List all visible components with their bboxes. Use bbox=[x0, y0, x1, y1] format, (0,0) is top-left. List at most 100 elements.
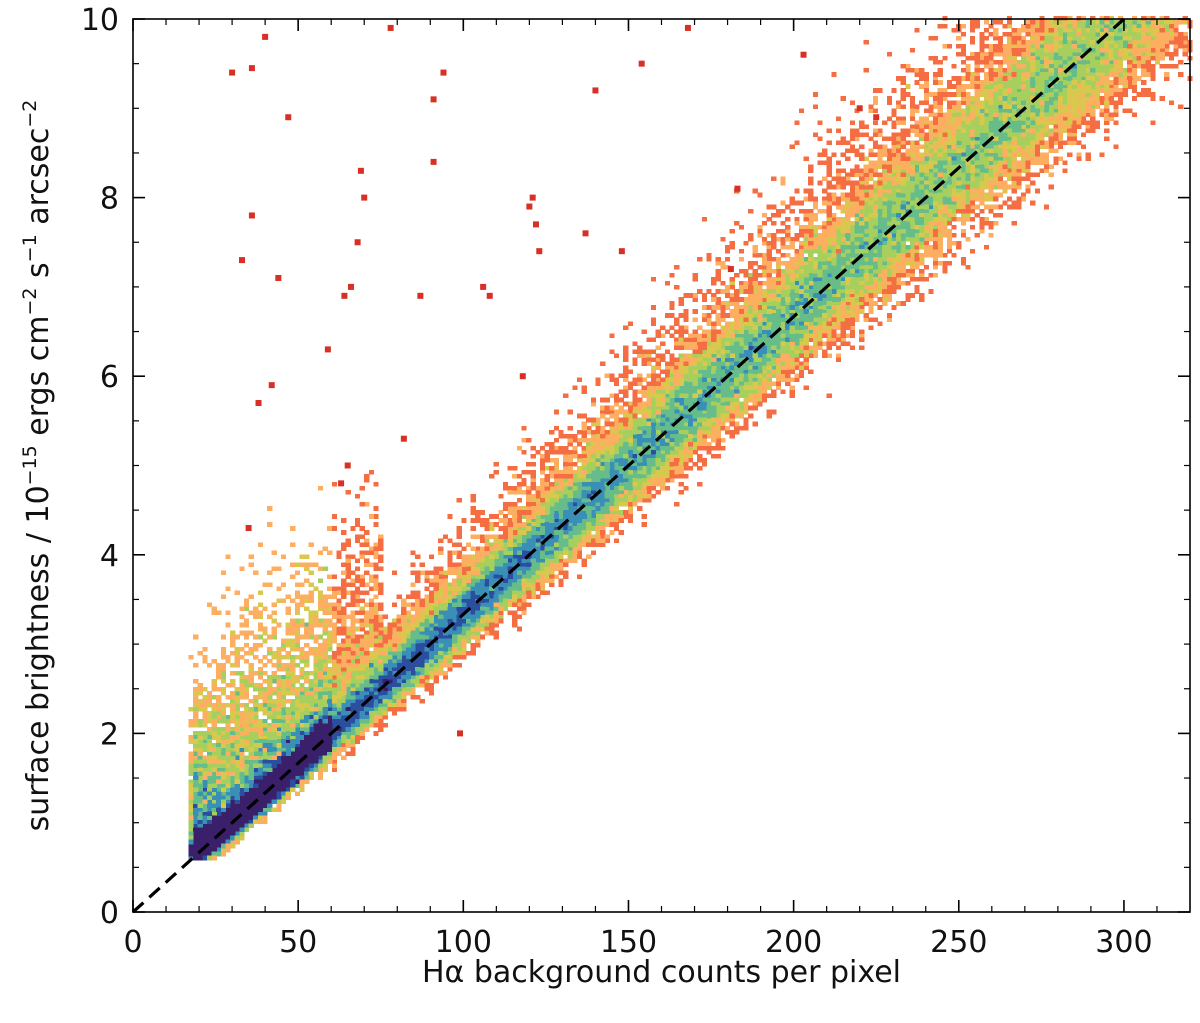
density-cell bbox=[650, 401, 657, 407]
density-cell bbox=[507, 586, 513, 592]
density-cell bbox=[798, 321, 805, 326]
density-cell bbox=[604, 498, 610, 503]
density-cell bbox=[761, 345, 768, 351]
density-cell bbox=[1044, 56, 1050, 61]
density-cell bbox=[803, 365, 809, 371]
density-cell bbox=[743, 341, 749, 346]
density-cell bbox=[341, 739, 347, 744]
density-cell bbox=[322, 670, 328, 676]
density-cell bbox=[354, 699, 361, 704]
density-cell bbox=[974, 176, 980, 182]
density-cell bbox=[1034, 88, 1040, 93]
density-cell bbox=[1067, 76, 1073, 81]
density-cell bbox=[1044, 108, 1050, 113]
density-cell bbox=[387, 674, 393, 680]
density-cell bbox=[442, 622, 449, 628]
density-cell bbox=[882, 261, 888, 266]
density-cell bbox=[317, 715, 324, 720]
density-cell bbox=[808, 269, 814, 274]
density-cell bbox=[632, 457, 638, 463]
density-cell bbox=[216, 803, 222, 809]
density-cell bbox=[706, 377, 712, 383]
density-cell bbox=[563, 469, 569, 475]
density-cell bbox=[391, 654, 398, 660]
density-cell bbox=[1164, 39, 1170, 45]
density-cell bbox=[618, 449, 624, 455]
density-cell bbox=[313, 763, 319, 768]
density-cell bbox=[470, 622, 476, 628]
density-cell bbox=[484, 538, 490, 543]
density-cell bbox=[951, 252, 957, 258]
density-cell bbox=[271, 751, 277, 756]
density-cell bbox=[646, 429, 652, 435]
density-cell bbox=[983, 84, 990, 89]
density-cell bbox=[535, 542, 541, 547]
density-cell bbox=[197, 807, 203, 813]
density-cell bbox=[835, 281, 842, 286]
density-cell bbox=[206, 831, 213, 837]
density-cell bbox=[1030, 76, 1036, 81]
density-cell bbox=[502, 522, 509, 527]
density-cell bbox=[465, 594, 472, 600]
density-cell bbox=[396, 678, 402, 684]
density-cell bbox=[613, 461, 620, 467]
density-cell bbox=[748, 353, 754, 359]
density-cell bbox=[253, 755, 259, 760]
density-cell bbox=[808, 224, 814, 230]
density-cell bbox=[299, 670, 305, 676]
density-cell bbox=[415, 610, 421, 616]
density-cell bbox=[1011, 108, 1017, 113]
density-cell bbox=[808, 313, 814, 318]
density-cell bbox=[553, 494, 560, 499]
density-cell bbox=[1062, 44, 1068, 49]
density-cell bbox=[225, 771, 231, 776]
density-cell bbox=[1016, 31, 1022, 37]
density-cell bbox=[193, 771, 199, 776]
density-cell bbox=[1016, 132, 1022, 138]
density-cell bbox=[979, 140, 985, 146]
density-cell bbox=[1025, 100, 1031, 105]
density-cell bbox=[350, 582, 356, 588]
density-cell bbox=[193, 819, 199, 825]
density-cell bbox=[882, 269, 888, 274]
density-cell bbox=[197, 851, 203, 857]
density-cell bbox=[308, 703, 314, 708]
density-cell bbox=[391, 690, 398, 696]
density-cell bbox=[1080, 116, 1087, 121]
density-cell bbox=[766, 369, 772, 375]
density-cell bbox=[919, 124, 925, 129]
density-cell bbox=[993, 96, 999, 101]
density-cell bbox=[387, 690, 393, 696]
density-cell bbox=[831, 265, 837, 270]
density-cell bbox=[442, 658, 449, 664]
density-cell bbox=[882, 200, 888, 206]
density-cell bbox=[535, 570, 541, 576]
density-cell bbox=[470, 518, 476, 523]
density-cell bbox=[743, 381, 749, 387]
density-cell bbox=[748, 381, 754, 387]
density-cell bbox=[197, 743, 203, 748]
density-cell bbox=[442, 602, 449, 608]
density-cell bbox=[942, 140, 948, 146]
density-cell bbox=[396, 622, 402, 628]
density-cell bbox=[331, 695, 338, 700]
density-cell bbox=[937, 132, 943, 138]
density-cell bbox=[965, 108, 971, 113]
density-cell bbox=[905, 220, 911, 226]
density-cell bbox=[854, 293, 860, 298]
density-cell bbox=[267, 771, 273, 776]
density-cell bbox=[960, 220, 966, 226]
density-cell bbox=[997, 140, 1003, 146]
density-cell bbox=[859, 236, 865, 242]
density-cell bbox=[956, 196, 962, 202]
density-cell bbox=[997, 108, 1003, 113]
density-cell bbox=[563, 490, 569, 495]
density-cell bbox=[1062, 31, 1068, 37]
density-cell bbox=[526, 494, 532, 499]
density-cell bbox=[1117, 64, 1124, 69]
density-cell bbox=[919, 208, 925, 214]
density-cell bbox=[262, 779, 268, 785]
density-cell bbox=[655, 357, 661, 363]
density-cell bbox=[1071, 60, 1077, 65]
density-cell bbox=[230, 795, 236, 801]
